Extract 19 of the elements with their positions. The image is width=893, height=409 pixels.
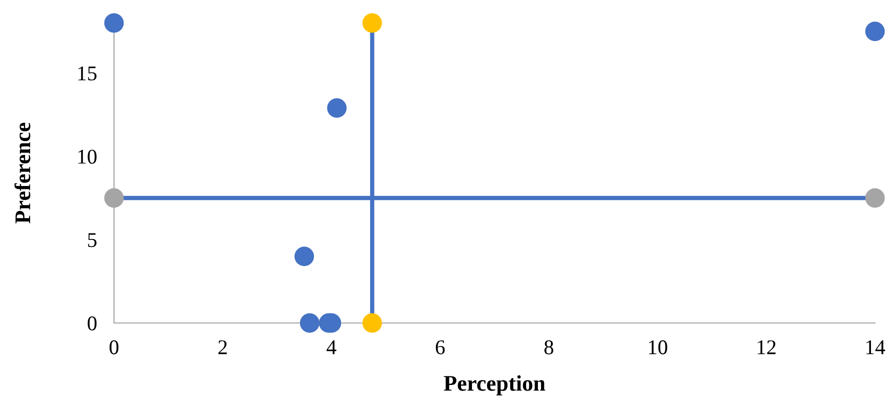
x-axis-title: Perception — [444, 375, 546, 396]
point — [865, 22, 885, 42]
x-tick-label: 12 — [758, 340, 776, 354]
point — [104, 13, 124, 33]
y-axis-title: Preference — [14, 122, 30, 224]
y-tick-label: 15 — [78, 66, 97, 80]
point — [327, 98, 347, 118]
y-tick-label: 0 — [88, 316, 97, 330]
point — [294, 246, 314, 266]
y-tick-label: 10 — [78, 150, 97, 164]
point — [300, 313, 320, 333]
x-tick-label: 8 — [544, 340, 554, 354]
x-tick-label: 6 — [436, 340, 445, 354]
x-tick-label: 4 — [326, 340, 336, 354]
x-tick-label: 2 — [218, 340, 227, 354]
x-tick-label: 14 — [866, 340, 886, 354]
x-tick-label: 10 — [648, 340, 668, 354]
x-tick-label: 0 — [110, 340, 118, 354]
y-tick-label: 5 — [88, 233, 97, 248]
